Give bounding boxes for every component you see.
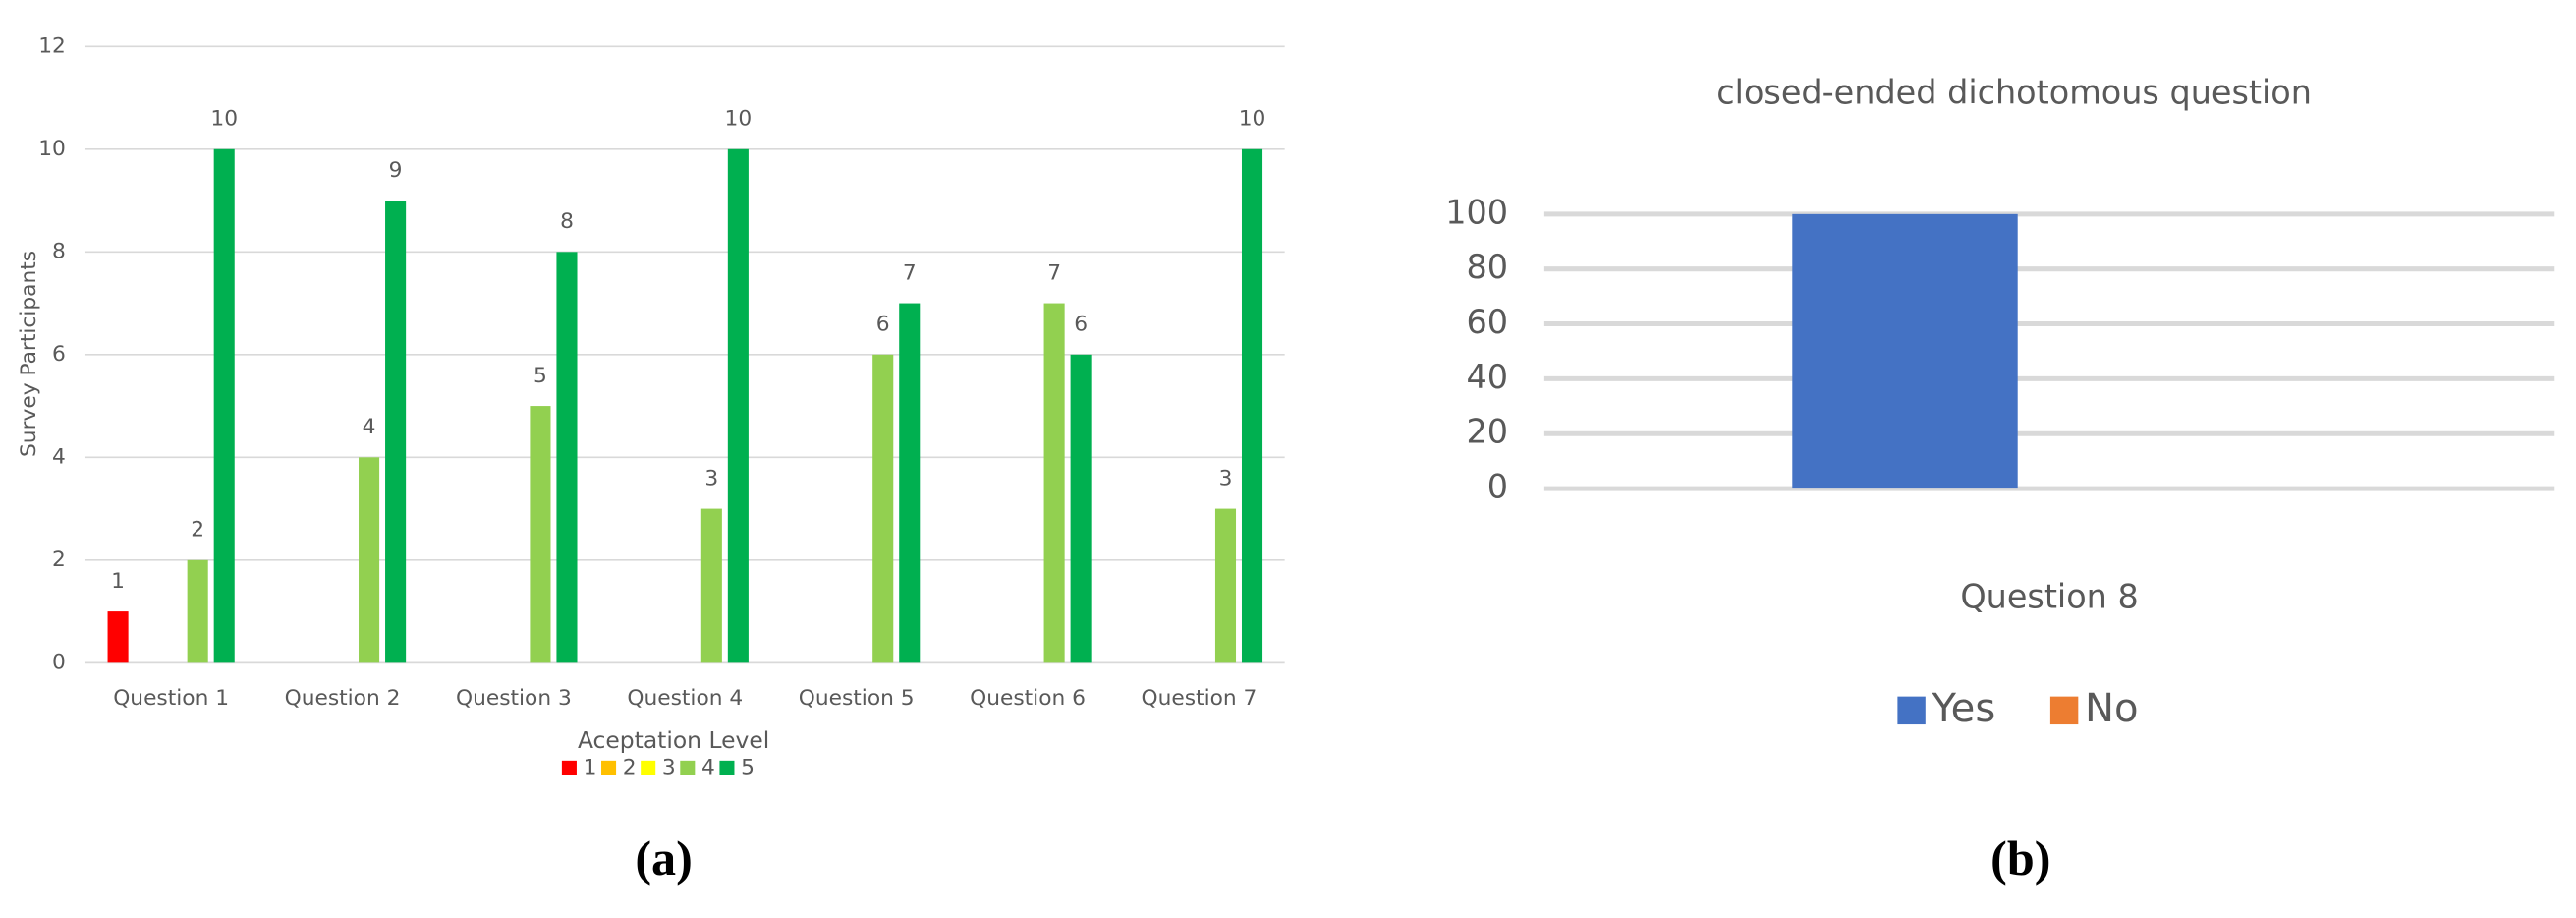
x-tick-label: Question 4 bbox=[627, 686, 743, 711]
subfigure-caption: (a) bbox=[635, 831, 692, 886]
data-label: 6 bbox=[1074, 313, 1088, 337]
x-tick-label: Question 5 bbox=[799, 686, 915, 711]
data-label: 6 bbox=[876, 313, 890, 337]
bar bbox=[1043, 303, 1065, 663]
subfigure-caption: (b) bbox=[1990, 831, 2050, 886]
legend-swatch bbox=[641, 760, 656, 775]
bar bbox=[359, 457, 380, 663]
data-label: 3 bbox=[1219, 466, 1233, 490]
y-axis-title: Survey Participants bbox=[17, 251, 41, 457]
data-label: 2 bbox=[191, 518, 204, 543]
data-label: 4 bbox=[363, 415, 376, 439]
bar bbox=[727, 148, 749, 663]
y-tick-label: 100 bbox=[1445, 193, 1508, 231]
legend-label: 2 bbox=[623, 755, 637, 779]
bar bbox=[1070, 354, 1092, 663]
data-label: 9 bbox=[389, 158, 403, 183]
bar bbox=[530, 406, 551, 663]
bar bbox=[556, 252, 578, 663]
data-label: 7 bbox=[903, 260, 917, 285]
legend-swatch bbox=[2049, 696, 2079, 725]
x-tick-label: Question 7 bbox=[1142, 686, 1258, 711]
y-tick-label: 0 bbox=[1487, 468, 1508, 506]
y-tick-label: 0 bbox=[52, 650, 66, 674]
bar bbox=[1214, 508, 1237, 663]
legend-swatch bbox=[680, 760, 696, 775]
y-tick-label: 10 bbox=[38, 137, 66, 161]
x-tick-label: Question 6 bbox=[970, 686, 1086, 711]
x-axis-title: Aceptation Level bbox=[578, 726, 769, 754]
x-tick-label: Question 2 bbox=[285, 686, 401, 711]
data-label: 10 bbox=[725, 107, 753, 132]
legend-label: Yes bbox=[1932, 686, 1996, 731]
x-tick-label: Question 1 bbox=[113, 686, 229, 711]
legend-swatch bbox=[561, 760, 577, 775]
data-label: 8 bbox=[560, 209, 574, 234]
legend-label: 3 bbox=[662, 755, 676, 779]
bar bbox=[107, 611, 129, 663]
y-tick-label: 2 bbox=[52, 547, 66, 572]
bar bbox=[1241, 148, 1263, 663]
y-tick-label: 40 bbox=[1467, 358, 1509, 396]
bar bbox=[385, 201, 407, 663]
y-tick-label: 20 bbox=[1467, 413, 1509, 451]
bar bbox=[872, 354, 894, 663]
y-tick-label: 12 bbox=[38, 33, 66, 58]
legend-label: No bbox=[2085, 686, 2139, 731]
legend-swatch bbox=[1897, 696, 1926, 725]
legend-label: 1 bbox=[584, 755, 597, 779]
data-label: 3 bbox=[704, 466, 718, 490]
y-tick-label: 80 bbox=[1467, 248, 1509, 286]
bar bbox=[700, 508, 722, 663]
chart-title: closed-ended dichotomous question bbox=[1716, 73, 2312, 111]
data-label: 10 bbox=[1239, 107, 1266, 132]
y-tick-label: 60 bbox=[1467, 303, 1509, 341]
data-label: 10 bbox=[210, 107, 238, 132]
x-tick-label: Question 3 bbox=[456, 686, 572, 711]
y-tick-label: 4 bbox=[52, 444, 66, 469]
bar bbox=[187, 559, 208, 663]
legend-swatch bbox=[719, 760, 735, 775]
x-tick-label: Question 8 bbox=[1960, 578, 2138, 616]
y-tick-label: 8 bbox=[52, 239, 66, 263]
bar bbox=[899, 303, 921, 663]
bar bbox=[213, 148, 235, 663]
legend-swatch bbox=[601, 760, 617, 775]
data-label: 1 bbox=[111, 569, 125, 594]
legend-label: 5 bbox=[741, 755, 755, 779]
legend-label: 4 bbox=[701, 755, 715, 779]
data-label: 7 bbox=[1047, 260, 1061, 285]
data-label: 5 bbox=[533, 364, 547, 388]
bar bbox=[1792, 213, 2018, 489]
y-tick-label: 6 bbox=[52, 342, 66, 367]
